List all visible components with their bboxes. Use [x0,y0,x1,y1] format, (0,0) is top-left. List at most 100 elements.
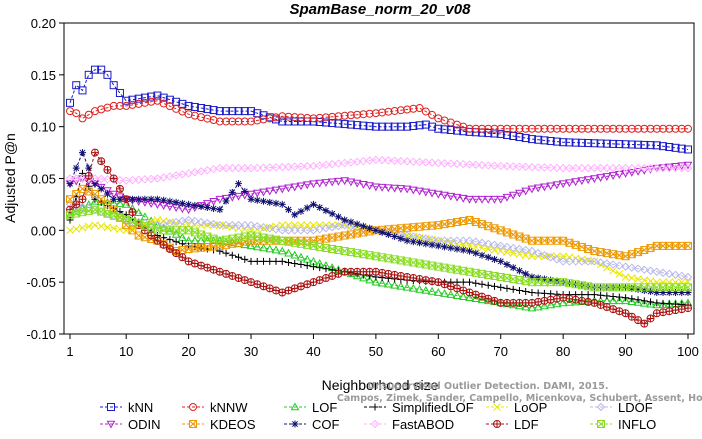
data-point [577,163,587,173]
data-point [665,163,674,173]
data-point [677,124,686,133]
legend-marker [107,403,115,411]
data-point [440,289,449,297]
data-point [190,216,200,226]
legend-marker [189,403,197,411]
data-point [309,263,317,271]
data-point [552,163,562,173]
data-point [665,142,674,151]
data-point [652,309,661,318]
data-point [477,238,487,247]
data-point [634,285,642,293]
data-point [377,183,387,192]
legend: kNN kNNW LOF SimplifiedLOF LoOP LDOF ODIN KDEOS… [100,400,656,432]
data-point [503,248,511,256]
data-point [527,135,536,144]
data-point [371,155,381,165]
data-point [184,101,193,110]
data-point [446,159,455,168]
data-point [322,207,330,215]
data-point [271,225,281,234]
data-point [478,251,486,259]
data-point [584,124,593,133]
data-point [272,199,280,207]
data-point [465,236,474,245]
data-point [278,200,286,208]
data-point [272,115,280,124]
data-point [471,237,480,246]
data-point [627,168,637,177]
data-point [110,195,118,203]
data-point [290,162,299,171]
series-knn [66,65,692,154]
data-point [253,280,262,289]
data-point [484,253,492,261]
legend-marker [370,419,380,429]
data-point [615,261,624,270]
data-point [546,163,555,172]
data-point [185,200,193,208]
data-point [260,197,268,205]
data-point [441,243,449,251]
data-point [172,198,180,206]
data-point [328,221,337,230]
data-point [309,221,318,230]
data-point [490,129,499,138]
data-point [241,187,249,195]
data-point [128,208,137,217]
data-point [427,158,437,167]
data-point [240,220,249,230]
series-fastabod [65,155,693,185]
data-point [340,177,350,186]
data-point [121,176,131,185]
data-point [527,298,536,307]
data-point [384,230,392,238]
data-point [290,250,300,259]
data-point [259,188,268,197]
data-point [97,222,106,231]
data-point [565,138,574,147]
data-point [352,179,362,188]
data-point [540,136,549,145]
data-point [477,195,487,204]
data-point [222,107,231,116]
data-point [484,239,493,249]
data-point [659,299,667,307]
data-point [252,242,262,251]
data-point [534,297,543,306]
data-point [97,65,106,74]
data-point [284,162,293,172]
data-point [471,294,481,303]
data-point [415,284,424,293]
data-point [466,278,474,286]
data-point [533,163,543,172]
data-point [478,280,486,288]
data-point [584,297,593,306]
data-point [309,161,318,171]
data-point [409,274,418,283]
data-point [215,195,225,204]
data-point [559,293,568,302]
data-point [296,182,306,191]
data-point [147,195,155,203]
data-point [590,124,599,133]
data-point [228,163,237,173]
data-point [496,129,505,138]
data-point [359,156,368,166]
data-point [384,269,393,278]
legend-label: LDOF [618,400,653,415]
data-point [202,200,212,208]
data-point [290,183,300,192]
data-point [334,177,343,186]
data-point [471,195,481,204]
data-point [340,158,349,168]
data-point [465,195,474,204]
data-point [222,117,231,126]
data-point [615,293,623,301]
data-point [78,86,87,95]
data-point [353,110,362,119]
data-point [415,121,424,130]
data-point [291,211,299,219]
x-tick-label: 90 [618,344,632,359]
